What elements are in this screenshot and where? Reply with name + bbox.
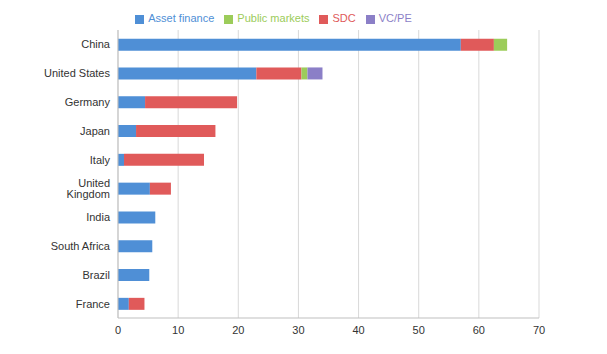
- svg-text:Germany: Germany: [65, 96, 111, 108]
- svg-text:United States: United States: [44, 67, 111, 79]
- html-text:VC/PE: VC/PE: [378, 12, 412, 24]
- html-text:Asset finance: Asset finance: [148, 12, 215, 24]
- svg-text:0: 0: [115, 324, 121, 336]
- svg-text:France: France: [76, 298, 110, 310]
- svg-text:10: 10: [172, 324, 184, 336]
- html-text:Public markets: Public markets: [237, 12, 310, 24]
- svg-text:India: India: [86, 211, 111, 223]
- svg-text:UnitedKingdom: UnitedKingdom: [67, 177, 110, 200]
- svg-text:50: 50: [413, 324, 425, 336]
- svg-text:40: 40: [352, 324, 364, 336]
- svg-text:South Africa: South Africa: [51, 240, 111, 252]
- html-text:SDC: SDC: [332, 12, 356, 24]
- svg-text:Italy: Italy: [90, 154, 111, 166]
- svg-text:Japan: Japan: [80, 125, 110, 137]
- svg-text:China: China: [81, 38, 111, 50]
- svg-text:70: 70: [533, 324, 545, 336]
- svg-text:Brazil: Brazil: [82, 269, 110, 281]
- svg-text:20: 20: [232, 324, 244, 336]
- svg-text:60: 60: [473, 324, 485, 336]
- svg-text:30: 30: [292, 324, 304, 336]
